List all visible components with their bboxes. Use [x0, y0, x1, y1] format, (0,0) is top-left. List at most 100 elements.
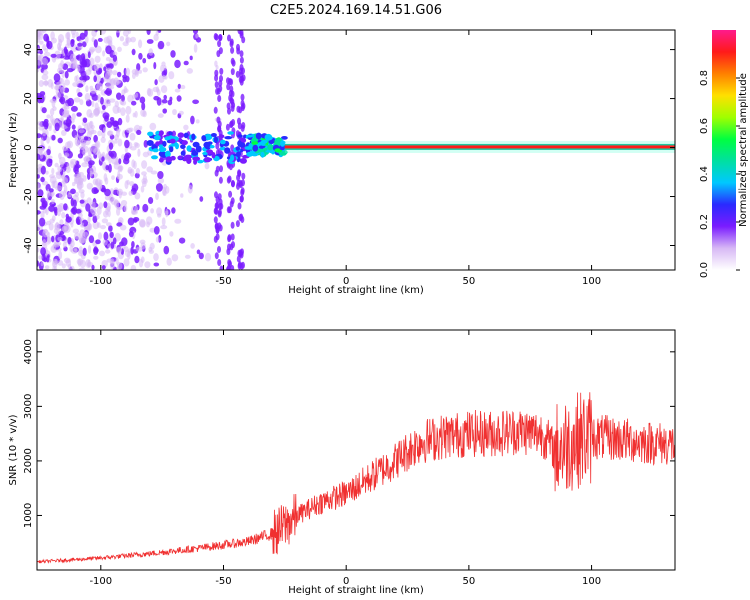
heatmap-noise-mark [70, 265, 75, 270]
heatmap-noise-mark [204, 162, 210, 170]
heatmap-streak-mark [238, 214, 243, 222]
heatmap-noise-mark [58, 250, 63, 260]
heatmap-streak-mark [231, 59, 236, 67]
heatmap-noise-mark [174, 59, 181, 69]
heatmap-noise-mark [98, 67, 103, 74]
heatmap-noise-mark [133, 142, 139, 147]
heatmap-noise-mark [46, 136, 50, 144]
heatmap-noise-mark [91, 264, 95, 270]
heatmap-noise-mark [42, 44, 47, 51]
heatmap-noise-mark [51, 167, 55, 175]
heatmap-noise-mark [178, 237, 186, 244]
heatmap-noise-mark [83, 75, 90, 81]
heatmap-noise-mark [102, 239, 108, 246]
heatmap-noise-mark [88, 235, 95, 244]
heatmap-noise-mark [190, 115, 195, 125]
heatmap-noise-mark [38, 125, 45, 131]
y-tick-label: -20 [23, 188, 34, 204]
heatmap-noise-mark [89, 170, 94, 177]
heatmap-noise-mark [101, 104, 106, 111]
heatmap-noise-mark [126, 179, 130, 185]
heatmap-streak-mark [214, 81, 219, 89]
heatmap-noise-mark [63, 203, 68, 211]
heatmap-noise-mark [77, 153, 83, 159]
heatmap-noise-mark [105, 165, 109, 171]
heatmap-noise-mark [58, 97, 64, 103]
heatmap-noise-mark [46, 40, 53, 50]
heatmap-noise-mark [131, 241, 135, 248]
heatmap-streak-mark [231, 119, 236, 126]
heatmap-noise-mark [153, 253, 159, 262]
heatmap-noise-mark [74, 165, 79, 171]
heatmap-noise-mark [37, 174, 40, 179]
heatmap-noise-mark [116, 92, 122, 100]
heatmap-band-mark [169, 138, 176, 144]
heatmap-band-mark [202, 151, 208, 156]
heatmap-streak-mark [237, 202, 242, 210]
heatmap-streak-mark [216, 87, 221, 95]
heatmap-noise-mark [125, 114, 130, 123]
heatmap-streak-mark [230, 233, 235, 241]
heatmap-noise-mark [52, 260, 58, 268]
heatmap-noise-mark [93, 108, 100, 116]
heatmap-noise-mark [79, 32, 86, 40]
heatmap-noise-mark [57, 260, 64, 266]
heatmap-band-mark [260, 151, 265, 158]
heatmap-noise-mark [57, 236, 63, 242]
y-tick-label: 2000 [23, 448, 34, 473]
y-tick-label: 3000 [23, 394, 34, 419]
heatmap-noise-mark [122, 74, 128, 79]
heatmap-noise-mark [129, 181, 135, 187]
heatmap-frame [36, 29, 676, 271]
heatmap-noise-mark [161, 99, 168, 104]
heatmap-noise-mark [40, 165, 46, 175]
heatmap-noise-mark [117, 117, 123, 126]
x-tick-label: -50 [215, 276, 231, 287]
heatmap-band-mark [155, 141, 161, 147]
heatmap-noise-mark [128, 230, 134, 238]
colorbar-tick-label: 0.4 [699, 166, 710, 182]
heatmap-noise-mark [116, 79, 122, 84]
heatmap-noise-mark [77, 42, 83, 47]
heatmap-noise-mark [90, 88, 97, 94]
heatmap-band-mark [250, 137, 259, 143]
heatmap-streak-mark [215, 165, 220, 173]
heatmap-noise-mark [104, 188, 111, 197]
heatmap-noise-mark [165, 186, 170, 194]
heatmap-band-mark [201, 135, 207, 141]
heatmap-noise-mark [80, 191, 85, 199]
heatmap-noise-mark [146, 87, 152, 96]
heatmap-noise-mark [127, 217, 135, 226]
heatmap-band-mark [251, 153, 259, 157]
heatmap-noise-mark [44, 80, 49, 87]
heatmap-streak-mark [217, 125, 222, 133]
heatmap-noise-mark [138, 69, 142, 74]
heatmap-noise-mark [171, 254, 179, 262]
heatmap-noise-mark [51, 134, 56, 141]
heatmap-noise-mark [131, 100, 137, 106]
heatmap-streak-mark [241, 172, 246, 180]
heatmap-band-mark [192, 156, 201, 162]
heatmap-streak-mark [230, 46, 235, 54]
heatmap-axes: -100 -50 0 50 100 -40 -20 0 20 40 [23, 30, 675, 287]
heatmap-streak-mark [239, 195, 244, 203]
heatmap-noise-mark [85, 35, 89, 44]
heatmap-noise-mark [121, 191, 128, 196]
heatmap-noise-mark [153, 226, 160, 235]
heatmap-noise-mark [104, 98, 111, 105]
heatmap-band-mark [184, 132, 189, 138]
heatmap-noise-mark [61, 263, 66, 269]
heatmap-noise-mark [125, 34, 129, 44]
heatmap-noise-mark [70, 39, 75, 44]
heatmap-noise-mark [160, 225, 168, 230]
heatmap-noise-mark [74, 232, 81, 240]
heatmap-streak-mark [213, 33, 218, 40]
heatmap-noise-mark [115, 128, 120, 138]
heatmap-noise-mark [127, 250, 131, 260]
heatmap-noise-mark [51, 198, 55, 205]
heatmap-band-mark [177, 155, 183, 160]
heatmap-noise-mark [70, 105, 78, 112]
heatmap-noise-mark [117, 138, 123, 147]
heatmap-noise-mark [157, 177, 165, 184]
heatmap-streak-mark [219, 165, 223, 173]
